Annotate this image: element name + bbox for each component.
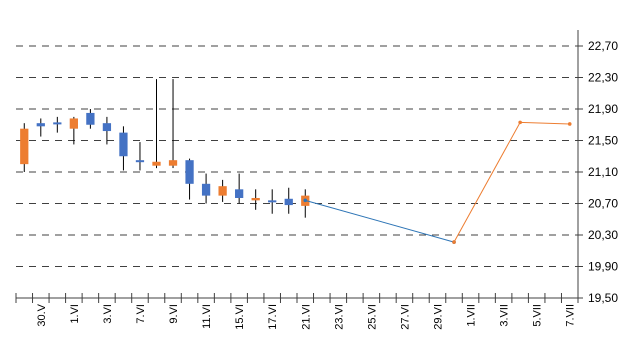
- x-tick-label: 27.VI: [399, 304, 411, 330]
- y-tick-label: 21,10: [588, 165, 618, 179]
- candle-body: [152, 161, 161, 166]
- y-tick-label: 22,70: [588, 39, 618, 53]
- x-tick-label: 11.VI: [201, 304, 213, 329]
- candle-body: [86, 112, 95, 125]
- x-tick-label: 9.VI: [168, 304, 180, 324]
- candle-body: [135, 160, 145, 163]
- x-axis-tick-labels: 30.V 1.VI 3.VI 7.VI 9.VI 11.VI 15.VI 17.VI 21.VI…: [36, 303, 577, 329]
- gridlines: [16, 45, 578, 267]
- trend-point: [303, 198, 308, 203]
- y-tick-label: 19,50: [588, 291, 618, 305]
- y-tick-label: 21,90: [588, 102, 618, 116]
- candle-body: [53, 122, 62, 125]
- y-tick-label: 20,70: [588, 197, 618, 211]
- x-tick-label: 7.VI: [135, 304, 147, 324]
- y-tick-label: 21,50: [588, 134, 618, 148]
- candle-body: [20, 128, 29, 165]
- x-tick-label: 1.VII: [466, 304, 478, 327]
- candle-body: [218, 186, 227, 196]
- candles: [20, 79, 310, 218]
- x-tick-label: 25.VI: [366, 304, 378, 330]
- candle-body: [168, 160, 178, 166]
- candle-body: [102, 123, 112, 132]
- x-tick-label: 21.VI: [300, 304, 312, 330]
- trend-line: [305, 199, 455, 243]
- candle-body: [284, 198, 293, 206]
- x-tick-label: 3.VI: [102, 304, 114, 324]
- y-tick-label: 22,30: [588, 71, 618, 85]
- y-tick-label: 20,30: [588, 228, 618, 242]
- trend-point: [567, 122, 572, 126]
- y-tick-label: 19,90: [588, 260, 618, 274]
- trend-point: [518, 120, 522, 125]
- axes: [15, 30, 583, 303]
- candle-body: [235, 189, 244, 198]
- candle-body: [119, 132, 128, 157]
- candle-body: [36, 123, 45, 127]
- x-tick-label: 5.VII: [532, 304, 544, 327]
- x-tick-label: 30.V: [36, 303, 48, 326]
- x-tick-label: 23.VI: [333, 304, 345, 330]
- candle-body: [185, 160, 194, 184]
- x-tick-label: 15.VI: [234, 304, 246, 330]
- candle-body: [251, 197, 260, 201]
- x-tick-label: 3.VII: [499, 304, 511, 327]
- trend-point: [452, 240, 456, 244]
- candle-body: [69, 118, 78, 129]
- candle-body: [201, 183, 211, 196]
- x-tick-label: 29.VI: [433, 304, 445, 330]
- forecast-lines: [303, 120, 572, 244]
- x-tick-label: 1.VI: [69, 304, 81, 324]
- y-axis-tick-labels: 22,70 22,30 21,90 21,50 21,10 20,70 20,30 19,90…: [588, 39, 618, 305]
- x-tick-label: 17.VI: [267, 304, 279, 330]
- x-tick-label: 7.VII: [565, 304, 577, 327]
- candle-body: [268, 200, 277, 203]
